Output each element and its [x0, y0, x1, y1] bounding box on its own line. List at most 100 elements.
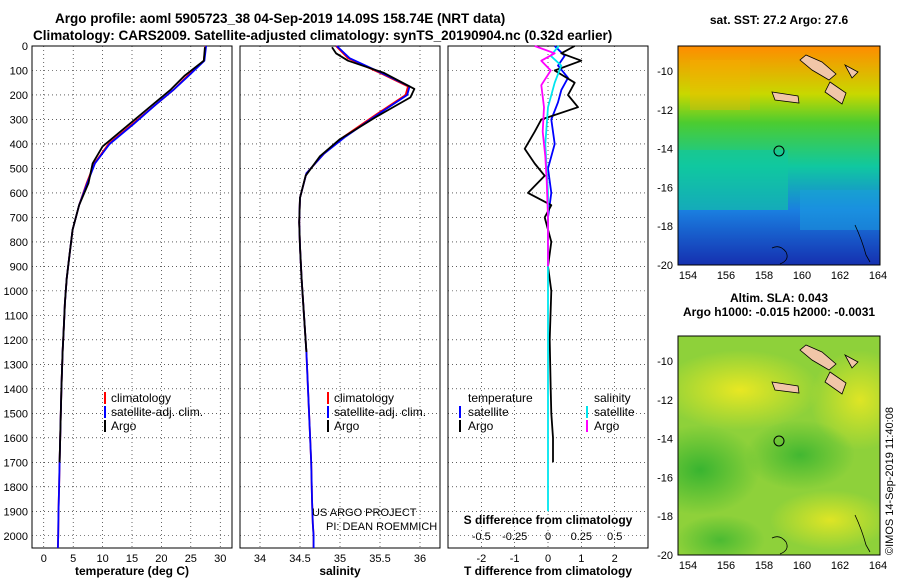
legend-t-argo-label: Argo — [468, 419, 494, 433]
y-tick-label: 2000 — [4, 531, 28, 543]
map-x-tick-label: 154 — [679, 560, 697, 572]
map-y-tick-label: -12 — [657, 395, 673, 407]
x-tick-label: 2 — [612, 553, 618, 565]
x-tick-label: 10 — [96, 553, 108, 565]
map-x-tick-label: 156 — [717, 270, 735, 282]
map-y-tick-label: -20 — [657, 260, 673, 272]
legend-satellite-label: satellite-adj. clim. — [111, 405, 203, 419]
temperature-axis-label: temperature (deg C) — [75, 564, 189, 578]
x-tick-label: 30 — [214, 553, 226, 565]
y-tick-label: 0 — [22, 41, 28, 53]
y-tick-label: 700 — [10, 212, 28, 224]
series-line-argo — [298, 46, 416, 353]
series-line-t-satellite — [547, 45, 569, 267]
map-y-tick-label: -14 — [657, 434, 673, 446]
y-tick-label: 1000 — [4, 286, 28, 298]
project-credit-line1: US ARGO PROJECT — [312, 507, 417, 519]
sla-map: Altim. SLA: 0.043 Argo h1000: -0.015 h20… — [657, 291, 887, 572]
series-line-s-satellite — [544, 45, 563, 512]
series-line-s-argo — [534, 45, 556, 267]
legend-satellite-label: satellite-adj. clim. — [334, 405, 426, 419]
argo-float-marker — [773, 145, 785, 157]
map-y-tick-label: -20 — [657, 550, 673, 562]
y-tick-label: 1800 — [4, 482, 28, 494]
map-y-tick-label: -18 — [657, 511, 673, 523]
y-tick-label: 500 — [10, 163, 28, 175]
sst-map: sat. SST: 27.2 Argo: 27.6 154 156 158 160 16… — [657, 13, 887, 282]
y-tick-label: 1500 — [4, 408, 28, 420]
x-tick-label: 36 — [414, 553, 426, 565]
y-tick-label: 900 — [10, 261, 28, 273]
legend-temperature-title: temperature — [468, 391, 533, 405]
s-tick-label: -0.5 — [472, 531, 491, 543]
project-credit-line2: PI: DEAN ROEMMICH — [326, 521, 437, 533]
map-x-tick-label: 164 — [869, 270, 887, 282]
sst-map-title: sat. SST: 27.2 Argo: 27.6 — [710, 13, 849, 27]
s-difference-axis-label: S difference from climatology — [464, 513, 633, 527]
difference-legend-left: temperature satellite Argo — [459, 391, 533, 433]
panel-salinity-frame — [239, 45, 441, 549]
x-tick-label: 25 — [185, 553, 197, 565]
legend-salinity-title: salinity — [594, 391, 631, 405]
salinity-axis-label: salinity — [319, 564, 361, 578]
y-tick-label: 600 — [10, 188, 28, 200]
salinity-legend: climatology satellite-adj. clim. Argo — [327, 391, 426, 433]
map-y-tick-label: -18 — [657, 221, 673, 233]
series-line-climatology — [298, 45, 409, 548]
y-tick-label: 1400 — [4, 384, 28, 396]
map-y-tick-label: -16 — [657, 472, 673, 484]
legend-climatology-label: climatology — [334, 391, 394, 405]
sla-map-title-2: Argo h1000: -0.015 h2000: -0.0031 — [683, 305, 875, 319]
map-x-tick-label: 160 — [793, 270, 811, 282]
y-tick-label: 1600 — [4, 433, 28, 445]
x-tick-label: 0 — [545, 553, 551, 565]
y-tick-label: 1300 — [4, 359, 28, 371]
legend-argo-label: Argo — [334, 419, 360, 433]
map-x-tick-label: 160 — [793, 560, 811, 572]
map-y-tick-label: -10 — [657, 66, 673, 78]
y-tick-label: 1100 — [4, 310, 28, 322]
title-line-2: Climatology: CARS2009. Satellite-adjuste… — [33, 28, 613, 43]
legend-climatology-label: climatology — [111, 391, 171, 405]
map-y-tick-label: -16 — [657, 182, 673, 194]
y-tick-label: 300 — [10, 114, 28, 126]
x-tick-label: 20 — [155, 553, 167, 565]
y-tick-label: 200 — [10, 90, 28, 102]
map-x-tick-label: 158 — [755, 560, 773, 572]
x-tick-label: -1 — [510, 553, 520, 565]
imos-credit: ©IMOS 14-Sep-2019 11:40:08 — [884, 407, 896, 555]
map-x-tick-label: 164 — [869, 560, 887, 572]
map-x-tick-label: 162 — [831, 270, 849, 282]
map-y-tick-label: -14 — [657, 144, 673, 156]
title-line-1: Argo profile: aoml 5905723_38 04-Sep-201… — [55, 11, 506, 26]
map-x-tick-label: 156 — [717, 560, 735, 572]
y-tick-label: 1200 — [4, 335, 28, 347]
legend-s-argo-label: Argo — [594, 419, 620, 433]
map-x-tick-label: 154 — [679, 270, 697, 282]
s-tick-label: 0 — [545, 531, 551, 543]
x-tick-label: 34.5 — [289, 553, 310, 565]
map-y-tick-label: -12 — [657, 105, 673, 117]
x-tick-label: 5 — [70, 553, 76, 565]
y-tick-label: 1700 — [4, 457, 28, 469]
s-tick-label: 0.25 — [571, 531, 592, 543]
legend-argo-label: Argo — [111, 419, 137, 433]
difference-axis-label: T difference from climatology — [464, 564, 632, 578]
y-tick-label: 1900 — [4, 506, 28, 518]
x-tick-label: 0 — [41, 553, 47, 565]
x-tick-label: 35 — [334, 553, 346, 565]
map-y-tick-label: -10 — [657, 356, 673, 368]
x-tick-label: -2 — [476, 553, 486, 565]
y-tick-label: 400 — [10, 139, 28, 151]
map-x-tick-label: 162 — [831, 560, 849, 572]
x-tick-label: 15 — [126, 553, 138, 565]
legend-t-satellite-label: satellite — [468, 405, 509, 419]
series-line-argo — [58, 47, 206, 463]
difference-legend-right: salinity satellite Argo — [586, 391, 635, 433]
x-tick-label: 35.5 — [369, 553, 390, 565]
s-tick-label: 0.5 — [607, 531, 622, 543]
legend-s-satellite-label: satellite — [594, 405, 635, 419]
x-tick-label: 1 — [578, 553, 584, 565]
argo-float-marker — [773, 435, 785, 447]
